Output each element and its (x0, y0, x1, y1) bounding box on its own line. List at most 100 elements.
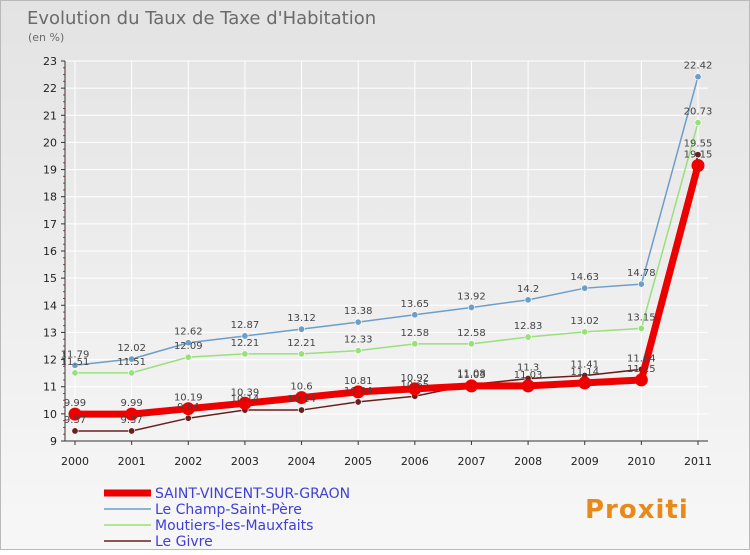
data-point-champ-saint-pere-2003 (241, 332, 249, 340)
data-label-champ-saint-pere-2005: 13.38 (344, 306, 373, 317)
data-label-saint-vincent-2011: 19.15 (684, 150, 713, 161)
y-tick-label-13: 13 (43, 326, 57, 339)
data-label-saint-vincent-2000: 9.99 (64, 398, 86, 409)
grid-lines (65, 60, 708, 442)
data-label-saint-vincent-2008: 11.03 (514, 370, 543, 381)
y-tick-label-23: 23 (43, 55, 57, 68)
data-label-saint-vincent-2003: 10.39 (231, 387, 260, 398)
chart-title: Evolution du Taux de Taxe d'Habitation (27, 8, 376, 29)
data-point-saint-vincent-2010 (634, 373, 648, 387)
data-label-le-givre-2008: 11.3 (517, 363, 539, 374)
data-point-saint-vincent-2000 (68, 407, 82, 421)
y-tick-label-15: 15 (43, 272, 57, 285)
x-tick-label-2007: 2007 (457, 455, 485, 468)
data-label-le-givre-2007: 11.08 (457, 369, 486, 380)
data-label-saint-vincent-2007: 11.03 (457, 370, 486, 381)
data-point-saint-vincent-2011 (691, 159, 705, 172)
data-point-saint-vincent-2003 (238, 396, 252, 410)
data-point-moutiers-2008 (524, 333, 532, 341)
x-tick-label-2003: 2003 (231, 455, 259, 468)
data-point-champ-saint-pere-2007 (467, 303, 475, 311)
data-label-champ-saint-pere-2008: 14.2 (517, 284, 539, 295)
data-point-moutiers-2000 (71, 369, 79, 377)
data-label-le-givre-2002: 9.84 (177, 402, 199, 413)
data-label-moutiers-2006: 12.58 (400, 328, 429, 339)
data-point-saint-vincent-2004 (295, 391, 309, 405)
data-point-moutiers-2009 (581, 328, 589, 336)
data-label-moutiers-2002: 12.09 (174, 341, 203, 352)
legend-label-le-givre: Le Givre (155, 534, 213, 550)
data-label-le-givre-2004: 10.14 (287, 394, 316, 405)
data-point-moutiers-2011 (694, 119, 702, 127)
data-point-champ-saint-pere-2006 (411, 311, 419, 319)
x-tick-label-2006: 2006 (401, 455, 429, 468)
data-label-le-givre-2003: 10.14 (231, 394, 260, 405)
data-label-moutiers-2009: 13.02 (570, 316, 599, 327)
data-label-le-givre-2001: 9.37 (121, 415, 143, 426)
x-tick-label-2008: 2008 (514, 455, 542, 468)
axes: 9 10 11 12 13 14 15 16 17 18 19 20 21 22 23 2000 2001 200… (43, 55, 712, 468)
data-label-champ-saint-pere-2009: 14.63 (570, 272, 599, 283)
y-tick-label-18: 18 (43, 191, 57, 204)
data-point-champ-saint-pere-2008 (524, 296, 532, 304)
data-point-le-givre-2004 (298, 406, 306, 414)
legend-label-moutiers: Moutiers-les-Mauxfaits (155, 518, 313, 534)
data-point-moutiers-2004 (298, 350, 306, 358)
data-label-saint-vincent-2004: 10.6 (290, 382, 312, 393)
legend-label-saint-vincent: SAINT-VINCENT-SUR-GRAON (155, 486, 350, 502)
y-tick-label-20: 20 (43, 136, 57, 149)
x-tick-label-2001: 2001 (118, 455, 146, 468)
data-point-moutiers-2007 (467, 340, 475, 348)
data-point-champ-saint-pere-2011 (694, 73, 702, 81)
data-label-le-givre-2005: 10.44 (344, 386, 373, 397)
legend: SAINT-VINCENT-SUR-GRAON Le Champ-Saint-P… (104, 486, 350, 550)
data-label-champ-saint-pere-2006: 13.65 (400, 299, 429, 310)
data-point-champ-saint-pere-2004 (298, 325, 306, 333)
data-label-le-givre-2009: 11.41 (570, 360, 599, 371)
y-tick-label-11: 11 (43, 381, 57, 394)
data-label-moutiers-2011: 20.73 (684, 107, 713, 118)
data-label-champ-saint-pere-2000: 11.79 (61, 349, 90, 360)
data-label-saint-vincent-2005: 10.81 (344, 376, 373, 387)
data-point-champ-saint-pere-2009 (581, 284, 589, 292)
x-tick-label-2004: 2004 (288, 455, 316, 468)
data-point-champ-saint-pere-2002 (184, 339, 192, 347)
data-point-champ-saint-pere-2001 (128, 355, 136, 363)
data-point-moutiers-2010 (637, 324, 645, 332)
y-tick-label-12: 12 (43, 354, 57, 367)
data-point-champ-saint-pere-2005 (354, 318, 362, 326)
data-point-moutiers-2002 (184, 353, 192, 361)
data-label-champ-saint-pere-2010: 14.78 (627, 268, 656, 279)
data-point-moutiers-2001 (128, 369, 136, 377)
proxiti-logo-text: Proxiti (585, 495, 689, 525)
y-tick-label-16: 16 (43, 245, 57, 258)
data-label-moutiers-2004: 12.21 (287, 338, 316, 349)
proxiti-logo: Proxiti (585, 495, 689, 525)
x-tick-label-2002: 2002 (174, 455, 202, 468)
data-label-le-givre-2010: 11.64 (627, 353, 656, 364)
data-point-champ-saint-pere-2010 (637, 280, 645, 288)
data-label-saint-vincent-2001: 9.99 (121, 398, 143, 409)
data-point-moutiers-2005 (354, 347, 362, 355)
data-label-moutiers-2007: 12.58 (457, 328, 486, 339)
data-label-moutiers-2001: 11.51 (117, 357, 146, 368)
data-label-champ-saint-pere-2001: 12.02 (117, 343, 146, 354)
data-point-le-givre-2001 (128, 427, 136, 435)
data-point-le-givre-2002 (184, 414, 192, 422)
series-line-champ-saint-pere (74, 76, 699, 367)
data-label-champ-saint-pere-2007: 13.92 (457, 291, 486, 302)
data-label-le-givre-2006: 10.65 (400, 380, 429, 391)
data-label-le-givre-2000: 9.37 (64, 415, 86, 426)
data-label-saint-vincent-2002: 10.19 (174, 393, 203, 404)
data-label-moutiers-2010: 13.15 (627, 312, 656, 323)
data-point-saint-vincent-2008 (521, 379, 535, 393)
x-tick-label-2005: 2005 (344, 455, 372, 468)
series-line-moutiers (75, 122, 699, 374)
y-tick-label-21: 21 (43, 109, 57, 122)
x-tick-label-2000: 2000 (61, 455, 89, 468)
data-point-saint-vincent-2002 (181, 402, 195, 416)
y-tick-label-14: 14 (43, 299, 57, 312)
data-label-champ-saint-pere-2002: 12.62 (174, 327, 203, 338)
x-tick-label-2010: 2010 (627, 455, 655, 468)
